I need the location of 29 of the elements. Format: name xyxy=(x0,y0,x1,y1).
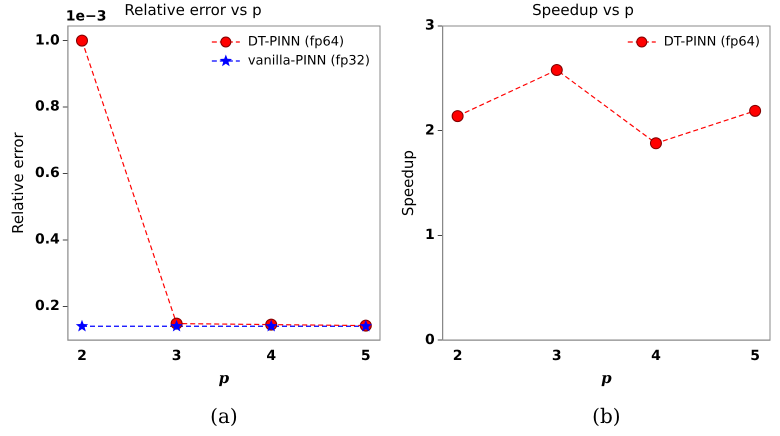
chart-title: Relative error vs p xyxy=(124,0,262,19)
x-tick-label: 4 xyxy=(266,348,276,364)
y-tick-label: 2 xyxy=(424,122,435,138)
y-axis-title: Speedup xyxy=(398,150,417,216)
legend-label: vanilla-PINN (fp32) xyxy=(248,53,370,68)
y-tick-label: 1 xyxy=(424,227,435,244)
x-tick-label: 4 xyxy=(651,348,662,364)
x-tick-label: 3 xyxy=(172,348,182,364)
y-tick-label: 0.8 xyxy=(34,98,60,115)
text: 1e−3 xyxy=(66,8,107,25)
x-tick-label: 2 xyxy=(452,348,462,364)
y-tick-label: 3 xyxy=(424,18,435,34)
text: (a) xyxy=(210,404,238,428)
y-tick-label: 0.4 xyxy=(34,232,60,248)
y-tick-label: 0 xyxy=(424,332,435,348)
x-tick-label: 5 xyxy=(750,348,760,364)
chart-title: Speedup vs p xyxy=(532,0,634,19)
x-tick-label: 5 xyxy=(360,348,371,364)
y-tick-label: 0.2 xyxy=(34,298,60,314)
y-tick-label: 1.0 xyxy=(34,32,60,48)
y-tick-label: 0.6 xyxy=(34,165,60,182)
x-axis-title: p xyxy=(601,368,612,387)
y-axis-title: Relative error xyxy=(8,131,27,234)
x-tick-label: 2 xyxy=(77,348,87,364)
x-tick-label: 3 xyxy=(552,348,562,364)
x-axis-title: p xyxy=(218,368,230,387)
legend-label: DT-PINN (fp64) xyxy=(664,34,760,50)
legend-label: DT-PINN (fp64) xyxy=(248,34,344,50)
text: (b) xyxy=(592,404,621,428)
